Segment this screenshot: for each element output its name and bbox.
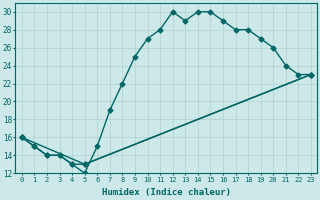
- X-axis label: Humidex (Indice chaleur): Humidex (Indice chaleur): [102, 188, 231, 197]
